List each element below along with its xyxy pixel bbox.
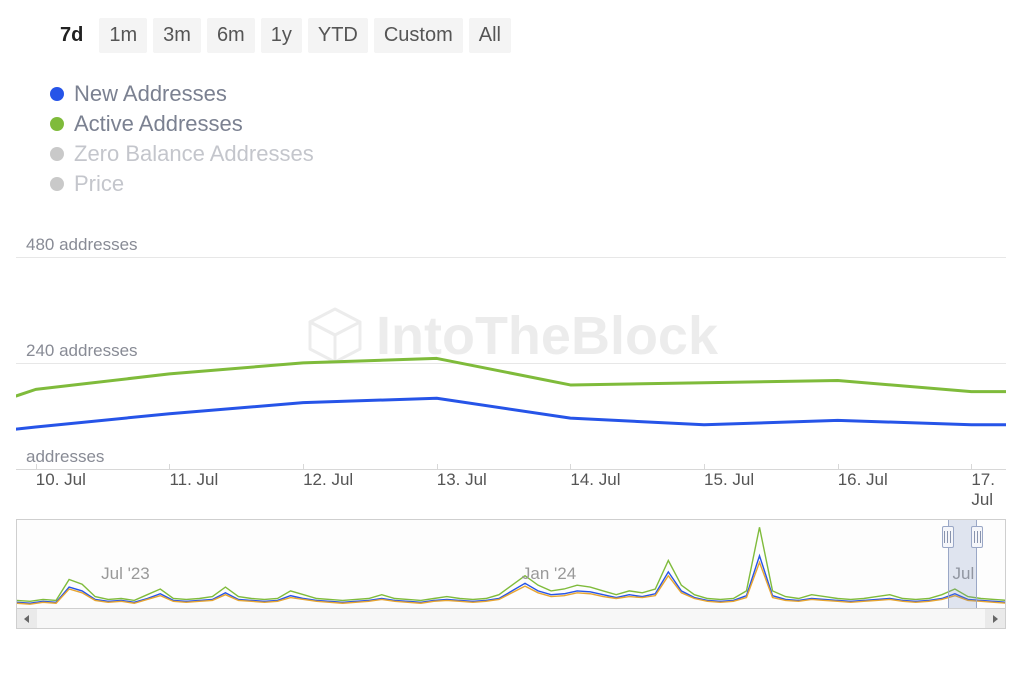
series-line-new-addresses xyxy=(16,398,1006,429)
x-tick-label: 13. Jul xyxy=(437,470,487,490)
legend-item-new-addresses[interactable]: New Addresses xyxy=(50,81,370,107)
range-6m-button[interactable]: 6m xyxy=(207,18,255,53)
navigator-handle-right[interactable] xyxy=(971,526,983,548)
navigator-lines xyxy=(17,520,1006,609)
time-range-selector: 7d1m3m6m1yYTDCustomAll xyxy=(12,18,1012,53)
scroll-left-button[interactable] xyxy=(17,609,37,628)
navigator-handle-left[interactable] xyxy=(942,526,954,548)
navigator-x-label: Jul '23 xyxy=(101,564,150,584)
x-tick-label: 17. Jul xyxy=(971,470,1006,510)
nav-series-line xyxy=(17,556,1006,604)
legend-swatch xyxy=(50,87,64,101)
x-tick-label: 10. Jul xyxy=(36,470,86,490)
legend-item-active-addresses[interactable]: Active Addresses xyxy=(50,111,370,137)
legend-swatch xyxy=(50,117,64,131)
legend: New Addresses Active Addresses Zero Balanc… xyxy=(12,81,652,197)
x-tick-label: 11. Jul xyxy=(169,470,218,490)
range-3m-button[interactable]: 3m xyxy=(153,18,201,53)
nav-series-line xyxy=(17,527,1006,601)
x-axis: 10. Jul 11. Jul 12. Jul 13. Jul 14. Jul 15. J… xyxy=(16,469,1006,501)
x-tick-label: 14. Jul xyxy=(570,470,620,490)
legend-swatch xyxy=(50,177,64,191)
range-custom-button[interactable]: Custom xyxy=(374,18,463,53)
legend-label: Zero Balance Addresses xyxy=(74,141,314,167)
range-1m-button[interactable]: 1m xyxy=(99,18,147,53)
chart-lines xyxy=(16,239,1006,469)
legend-item-zero-balance-addresses[interactable]: Zero Balance Addresses xyxy=(50,141,370,167)
triangle-left-icon xyxy=(23,615,31,623)
scroll-track[interactable] xyxy=(37,609,985,628)
navigator-chart[interactable]: Jul '23Jan '24Jul xyxy=(16,519,1006,609)
legend-swatch xyxy=(50,147,64,161)
range-1y-button[interactable]: 1y xyxy=(261,18,302,53)
range-7d-button[interactable]: 7d xyxy=(50,18,93,53)
nav-series-line xyxy=(17,562,1006,604)
navigator-scrollbar xyxy=(16,609,1006,629)
x-tick-label: 12. Jul xyxy=(303,470,353,490)
navigator: Jul '23Jan '24Jul xyxy=(16,519,1006,629)
navigator-x-label: Jan '24 xyxy=(522,564,576,584)
x-tick-label: 16. Jul xyxy=(838,470,888,490)
legend-item-price[interactable]: Price xyxy=(50,171,370,197)
main-chart: IntoTheBlock addresses240 addresses480 a… xyxy=(16,239,1006,469)
legend-label: New Addresses xyxy=(74,81,227,107)
legend-label: Active Addresses xyxy=(74,111,243,137)
triangle-right-icon xyxy=(991,615,999,623)
series-line-active-addresses xyxy=(16,358,1006,396)
scroll-right-button[interactable] xyxy=(985,609,1005,628)
range-ytd-button[interactable]: YTD xyxy=(308,18,368,53)
range-all-button[interactable]: All xyxy=(469,18,511,53)
x-tick-label: 15. Jul xyxy=(704,470,754,490)
legend-label: Price xyxy=(74,171,124,197)
